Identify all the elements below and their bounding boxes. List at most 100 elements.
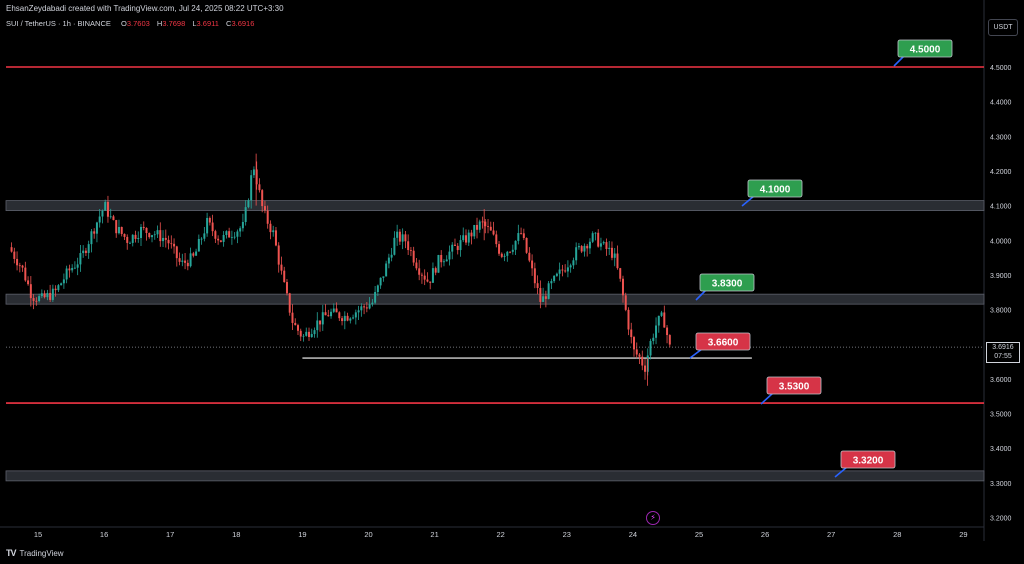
candle-body <box>35 300 38 302</box>
candle-body <box>230 236 233 238</box>
callout-box[interactable] <box>747 179 803 198</box>
candle-body <box>566 267 569 272</box>
candle-body <box>489 226 492 231</box>
candle-body <box>57 285 60 291</box>
candle-body <box>112 216 115 221</box>
tradingview-footer[interactable]: TV TradingView <box>6 548 64 558</box>
candle-body <box>211 222 214 232</box>
flash-icon[interactable]: ⚡ <box>646 511 660 525</box>
candle-body <box>131 234 134 243</box>
candle-body <box>128 242 131 244</box>
candle-body <box>387 257 390 264</box>
candle-body <box>162 237 165 242</box>
candle-body <box>233 236 236 238</box>
callout-pointer <box>834 466 848 478</box>
candle-body <box>263 206 266 211</box>
candle-body <box>73 267 76 269</box>
candle-body <box>420 274 423 276</box>
y-tick-label: 4.0000 <box>990 238 1012 245</box>
candle-body <box>561 269 564 271</box>
candle-body <box>619 268 622 279</box>
candle-body <box>95 222 98 234</box>
candle-body <box>572 260 575 266</box>
open-label: O <box>121 19 127 28</box>
low-value: 3.6911 <box>196 19 219 28</box>
candle-body <box>280 264 283 271</box>
candle-body <box>630 329 633 338</box>
callout-box[interactable] <box>695 332 751 351</box>
candle-body <box>228 231 231 238</box>
candle-body <box>547 283 550 299</box>
candle-body <box>10 247 13 252</box>
candle-body <box>514 240 517 250</box>
candle-body <box>506 251 509 256</box>
currency-button[interactable]: USDT <box>988 19 1018 36</box>
callout-label: 3.6600 <box>708 338 739 349</box>
x-tick-label: 27 <box>827 530 835 539</box>
callout-box[interactable] <box>897 39 953 58</box>
candle-body <box>393 237 396 255</box>
candle-body <box>32 298 35 301</box>
level-zone-3.3200[interactable] <box>5 470 985 482</box>
current-price-value: 3.6916 <box>992 344 1014 351</box>
candle-body <box>462 235 465 241</box>
level-zone-3.8300[interactable] <box>5 293 985 305</box>
candle-body <box>126 236 129 243</box>
candle-body <box>495 234 498 245</box>
candle-body <box>360 306 363 311</box>
level-zone-4.1000[interactable] <box>5 200 985 212</box>
candle-body <box>599 243 602 247</box>
candle-body <box>487 226 490 228</box>
candle-body <box>594 232 597 234</box>
callout-box[interactable] <box>840 450 896 469</box>
candle-body <box>266 210 269 224</box>
candle-body <box>407 241 410 251</box>
callout-box[interactable] <box>766 376 822 395</box>
callout-label: 3.3200 <box>853 456 884 467</box>
candle-body <box>151 235 154 238</box>
candle-body <box>492 230 495 235</box>
candle-body <box>296 325 299 331</box>
candle-body <box>24 267 27 281</box>
candle-body <box>225 231 228 236</box>
high-value: 3.7698 <box>162 19 186 28</box>
candle-body <box>638 354 641 357</box>
candle-body <box>451 244 454 252</box>
candle-body <box>68 268 71 271</box>
candle-body <box>536 283 539 289</box>
candle-body <box>415 262 418 269</box>
candle-body <box>106 201 109 217</box>
candle-body <box>13 251 16 259</box>
candle-body <box>668 335 671 345</box>
candle-body <box>564 270 567 272</box>
x-tick-label: 26 <box>761 530 769 539</box>
y-tick-label: 4.1000 <box>990 204 1012 211</box>
candle-body <box>200 238 203 240</box>
y-tick-label: 3.6000 <box>990 377 1012 384</box>
candle-body <box>616 253 619 269</box>
candle-body <box>602 242 605 244</box>
candle-body <box>371 302 374 305</box>
candle-body <box>252 169 255 176</box>
candle-body <box>412 250 415 263</box>
candle-body <box>341 318 344 322</box>
callout-label: 4.1000 <box>760 185 791 196</box>
candle-body <box>255 169 258 185</box>
candle-body <box>657 315 660 326</box>
candle-body <box>511 249 514 252</box>
callout-box[interactable] <box>699 273 755 292</box>
candle-body <box>302 335 305 337</box>
candle-body <box>288 293 291 313</box>
candle-body <box>153 234 156 236</box>
candle-body <box>134 234 137 239</box>
candle-body <box>189 253 192 267</box>
candle-body <box>54 288 57 291</box>
callout-pointer <box>695 289 707 301</box>
candle-body <box>349 318 352 321</box>
candle-body <box>621 278 624 296</box>
candle-body <box>586 245 589 249</box>
candle-body <box>608 247 611 249</box>
candle-body <box>459 240 462 251</box>
close-label: C <box>226 19 232 28</box>
